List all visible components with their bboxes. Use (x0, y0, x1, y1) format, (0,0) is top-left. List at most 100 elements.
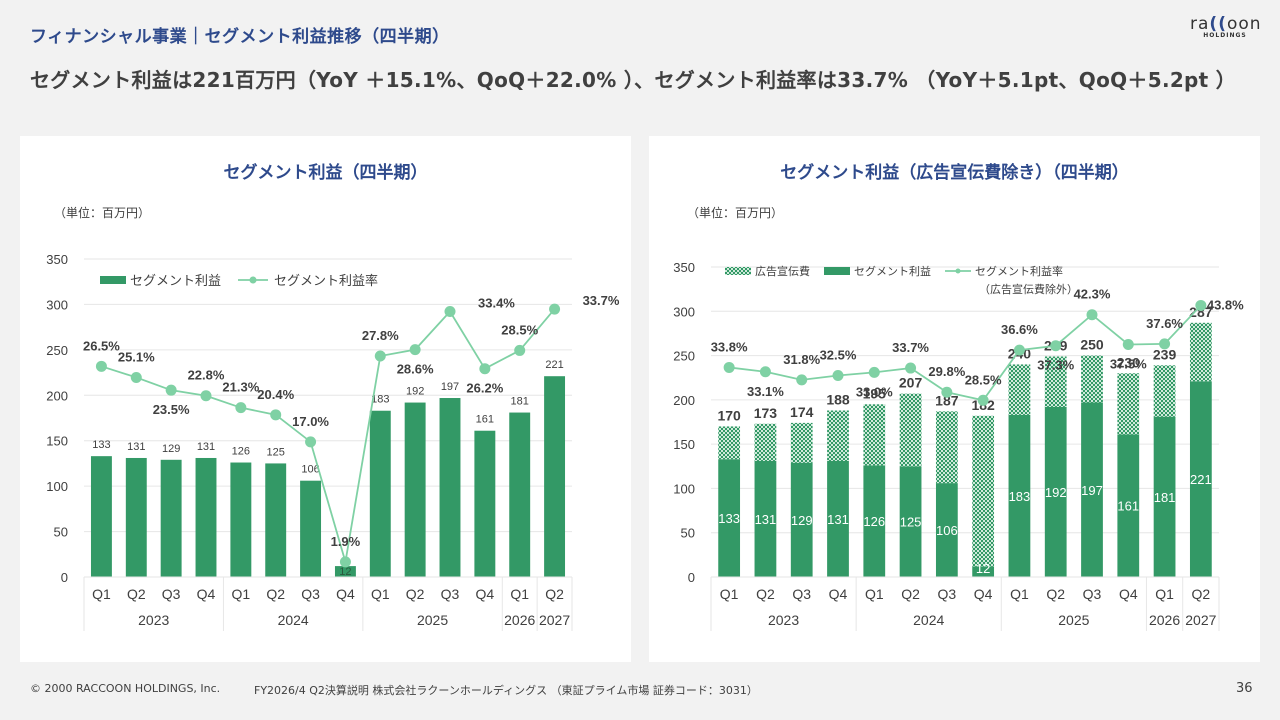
x-tick-label: Q4 (974, 586, 993, 602)
bar-segment-profit (509, 412, 531, 577)
x-group-label: 2023 (138, 612, 169, 628)
bar-segment-profit (300, 480, 322, 577)
bar-segment-profit (1153, 416, 1176, 577)
line-point (305, 436, 317, 448)
x-tick-label: Q2 (1192, 586, 1211, 602)
bar-value-label: 131 (755, 512, 777, 527)
bar-advertising-cost (1153, 365, 1176, 417)
line-point (759, 366, 771, 378)
bar-total-label: 187 (935, 392, 959, 408)
bar-segment-profit (863, 465, 886, 577)
x-tick-label: Q4 (829, 586, 848, 602)
legend-label-bar: セグメント利益 (130, 274, 221, 289)
line-value-label: 22.8% (188, 368, 225, 383)
bar-value-label: 131 (127, 441, 145, 453)
bar-segment-profit (404, 402, 426, 577)
bar-segment-profit (718, 459, 741, 577)
chart-title: セグメント利益（四半期） (223, 163, 428, 183)
y-tick-label: 100 (46, 479, 68, 494)
bar-advertising-cost (972, 415, 995, 567)
y-tick-label: 200 (46, 388, 68, 403)
bar-segment-profit (439, 398, 461, 577)
line-value-label: 1.9% (331, 534, 361, 549)
line-value-label: 25.1% (118, 349, 155, 364)
y-tick-label: 150 (46, 434, 68, 449)
line-point (374, 350, 386, 362)
bar-total-label: 207 (899, 375, 923, 391)
x-tick-label: Q2 (545, 586, 564, 602)
bar-segment-profit (899, 466, 922, 577)
bar-segment-profit (1189, 381, 1212, 577)
bar-value-label: 125 (900, 515, 922, 530)
x-tick-label: Q1 (510, 586, 529, 602)
line-point (235, 402, 247, 414)
bar-value-label: 126 (863, 514, 885, 529)
line-margin-rate (729, 304, 1202, 402)
logo-wordmark: ra((oon (1190, 14, 1262, 34)
x-tick-label: Q3 (1083, 586, 1102, 602)
x-tick-label: Q2 (1046, 586, 1065, 602)
line-point (796, 374, 808, 386)
line-point (514, 344, 526, 356)
legend-swatch-bar (824, 267, 850, 275)
line-value-label: 32.5% (820, 348, 857, 363)
bar-total-label: 287 (1189, 304, 1213, 320)
bar-total-label: 170 (717, 407, 741, 423)
bar-value-label: 133 (92, 439, 110, 451)
legend-label-hatched: 広告宣伝費 (755, 264, 810, 278)
bar-value-label: 221 (1190, 472, 1212, 487)
page-number: 36 (1236, 681, 1253, 696)
line-value-label: 28.6% (397, 362, 434, 377)
legend-label-line: セグメント利益率 (975, 264, 1063, 278)
x-tick-label: Q1 (232, 586, 251, 602)
y-tick-label: 200 (673, 393, 695, 408)
legend-swatch-marker (955, 268, 961, 274)
bar-total-label: 195 (863, 385, 887, 401)
x-tick-label: Q2 (756, 586, 775, 602)
unit-label: （単位：百万円） (54, 206, 151, 220)
bar-segment-profit (827, 460, 849, 577)
x-tick-label: Q3 (792, 586, 811, 602)
x-tick-label: Q2 (266, 586, 285, 602)
line-point (1013, 344, 1025, 356)
x-group-label: 2027 (1185, 612, 1216, 628)
bar-segment-profit (125, 457, 147, 577)
x-group-label: 2027 (539, 612, 570, 628)
bar-total-label: 230 (1117, 354, 1141, 370)
x-tick-label: Q4 (1119, 586, 1138, 602)
unit-label: （単位：百万円） (687, 206, 784, 220)
line-value-label: 28.5% (501, 322, 538, 337)
bar-value-label: 181 (1154, 490, 1176, 505)
line-value-label: 33.8% (711, 339, 748, 354)
x-tick-label: Q4 (197, 586, 216, 602)
bar-advertising-cost (790, 422, 813, 463)
y-tick-label: 350 (46, 252, 68, 267)
line-value-label: 27.8% (362, 328, 399, 343)
x-tick-label: Q2 (901, 586, 920, 602)
line-value-label: 42.3% (1074, 287, 1111, 302)
bar-segment-profit (369, 410, 391, 577)
x-group-label: 2024 (278, 612, 309, 628)
bar-value-label: 131 (197, 441, 215, 453)
line-point (1086, 309, 1098, 321)
bar-segment-profit (265, 463, 287, 577)
x-tick-label: Q3 (301, 586, 320, 602)
bar-segment-profit (195, 457, 217, 577)
segment-profit-chart: 0 50 100 150 200 250 300 350 133 131 129 131 126 125 1… (46, 252, 620, 631)
line-value-label: 36.6% (1001, 322, 1038, 337)
line-value-label: 26.5% (83, 338, 120, 353)
line-value-label: 33.4% (478, 295, 515, 310)
y-tick-label: 50 (54, 525, 68, 540)
bar-segment-profit (334, 566, 356, 577)
legend-label-line: セグメント利益率 (274, 273, 378, 289)
bar-total-label: 188 (826, 391, 850, 407)
line-point (1050, 340, 1062, 352)
line-point (1122, 339, 1134, 350)
legend-label-bar: セグメント利益 (854, 264, 931, 278)
line-value-label: 31.8% (783, 352, 820, 367)
bar-total-label: 173 (754, 405, 778, 421)
bar-advertising-cost (1081, 355, 1103, 403)
legend-swatch-hatched (725, 267, 751, 275)
line-point (549, 303, 561, 315)
x-tick-label: Q4 (476, 586, 495, 602)
